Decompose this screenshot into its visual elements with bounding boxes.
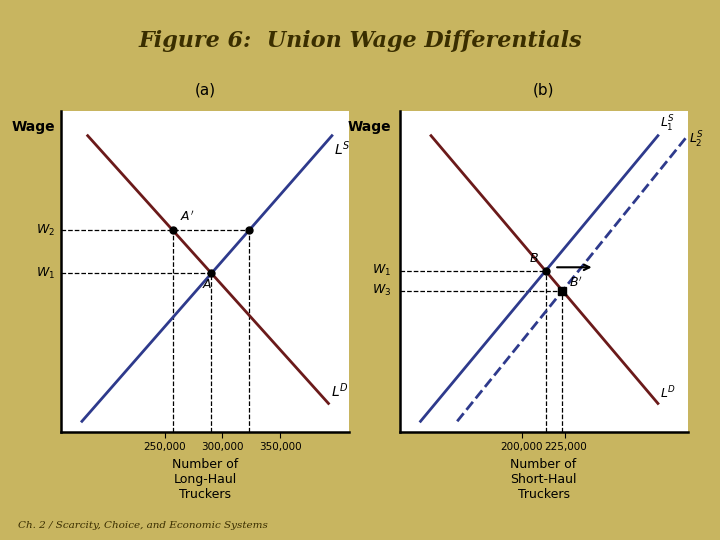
Text: $B'$: $B'$ xyxy=(570,276,583,290)
X-axis label: Number of
Long-Haul
Truckers: Number of Long-Haul Truckers xyxy=(172,458,238,501)
Text: $B$: $B$ xyxy=(528,252,539,265)
Text: Wage: Wage xyxy=(347,120,391,134)
Text: Wage: Wage xyxy=(12,120,55,134)
Text: $L^D$: $L^D$ xyxy=(660,385,676,402)
Text: $L^D$: $L^D$ xyxy=(330,381,348,400)
Text: $W_3$: $W_3$ xyxy=(372,284,391,299)
Text: $W_1$: $W_1$ xyxy=(36,266,55,281)
Text: $A$: $A$ xyxy=(202,278,212,291)
Text: (a): (a) xyxy=(194,83,216,98)
X-axis label: Number of
Short-Haul
Truckers: Number of Short-Haul Truckers xyxy=(510,458,577,501)
Text: $W_1$: $W_1$ xyxy=(372,264,391,279)
Text: $L^S$: $L^S$ xyxy=(334,139,351,158)
Text: Ch. 2 / Scarcity, Choice, and Economic Systems: Ch. 2 / Scarcity, Choice, and Economic S… xyxy=(18,521,268,530)
Text: Figure 6:  Union Wage Differentials: Figure 6: Union Wage Differentials xyxy=(138,30,582,52)
Text: $A'$: $A'$ xyxy=(180,210,194,225)
Text: (b): (b) xyxy=(533,83,554,98)
Text: $L_2^S$: $L_2^S$ xyxy=(689,130,704,150)
Text: $W_2$: $W_2$ xyxy=(37,222,55,238)
Text: $L_1^S$: $L_1^S$ xyxy=(660,114,675,134)
